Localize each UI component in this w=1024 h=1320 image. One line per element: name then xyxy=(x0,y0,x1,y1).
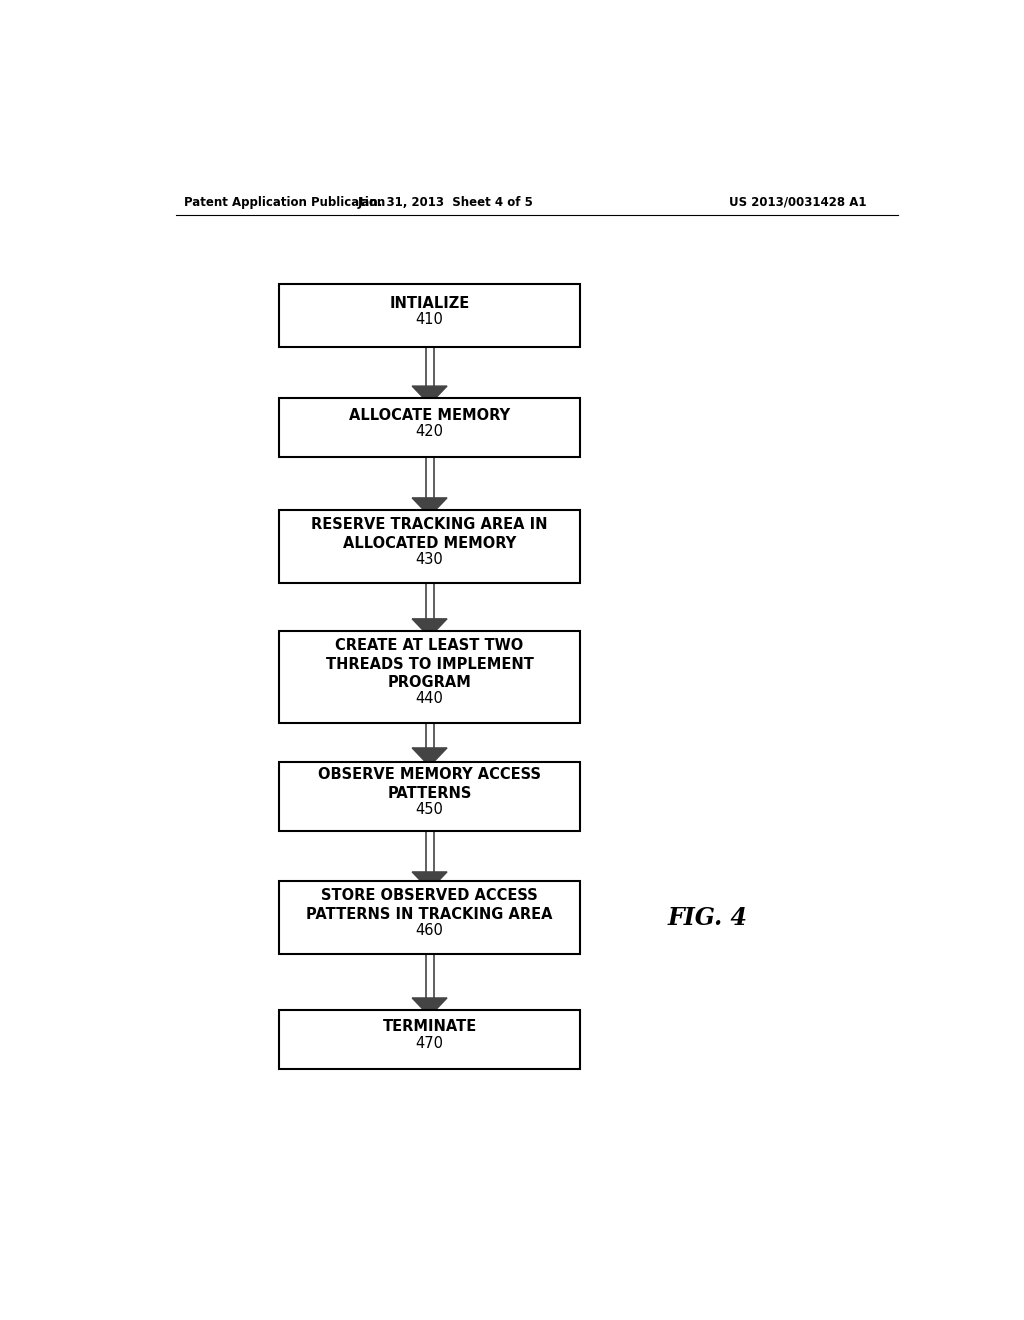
Bar xyxy=(279,399,581,457)
Text: 440: 440 xyxy=(416,692,443,706)
Text: STORE OBSERVED ACCESS: STORE OBSERVED ACCESS xyxy=(322,888,538,903)
Polygon shape xyxy=(412,748,447,766)
Bar xyxy=(279,880,581,954)
Text: 420: 420 xyxy=(416,424,443,438)
Text: RESERVE TRACKING AREA IN: RESERVE TRACKING AREA IN xyxy=(311,517,548,532)
Text: 410: 410 xyxy=(416,312,443,327)
Text: FIG. 4: FIG. 4 xyxy=(668,906,748,929)
Polygon shape xyxy=(412,498,447,516)
Text: 470: 470 xyxy=(416,1036,443,1051)
Text: TERMINATE: TERMINATE xyxy=(382,1019,477,1035)
Polygon shape xyxy=(412,873,447,890)
Text: ALLOCATED MEMORY: ALLOCATED MEMORY xyxy=(343,536,516,550)
Text: OBSERVE MEMORY ACCESS: OBSERVE MEMORY ACCESS xyxy=(318,767,541,783)
Text: 460: 460 xyxy=(416,923,443,937)
Bar xyxy=(279,762,581,832)
Text: CREATE AT LEAST TWO: CREATE AT LEAST TWO xyxy=(336,639,523,653)
Polygon shape xyxy=(412,998,447,1016)
Bar xyxy=(279,510,581,583)
Polygon shape xyxy=(412,619,447,638)
Text: US 2013/0031428 A1: US 2013/0031428 A1 xyxy=(728,195,866,209)
Text: Jan. 31, 2013  Sheet 4 of 5: Jan. 31, 2013 Sheet 4 of 5 xyxy=(357,195,534,209)
Text: Patent Application Publication: Patent Application Publication xyxy=(183,195,385,209)
Text: PROGRAM: PROGRAM xyxy=(388,675,471,690)
Text: PATTERNS IN TRACKING AREA: PATTERNS IN TRACKING AREA xyxy=(306,907,553,921)
Bar xyxy=(279,284,581,347)
Bar xyxy=(279,631,581,722)
Text: 430: 430 xyxy=(416,552,443,566)
Text: 450: 450 xyxy=(416,803,443,817)
Text: ALLOCATE MEMORY: ALLOCATE MEMORY xyxy=(349,408,510,422)
Text: INTIALIZE: INTIALIZE xyxy=(389,296,470,310)
Bar xyxy=(279,1010,581,1069)
Polygon shape xyxy=(412,385,447,404)
Text: PATTERNS: PATTERNS xyxy=(387,785,472,801)
Text: THREADS TO IMPLEMENT: THREADS TO IMPLEMENT xyxy=(326,656,534,672)
